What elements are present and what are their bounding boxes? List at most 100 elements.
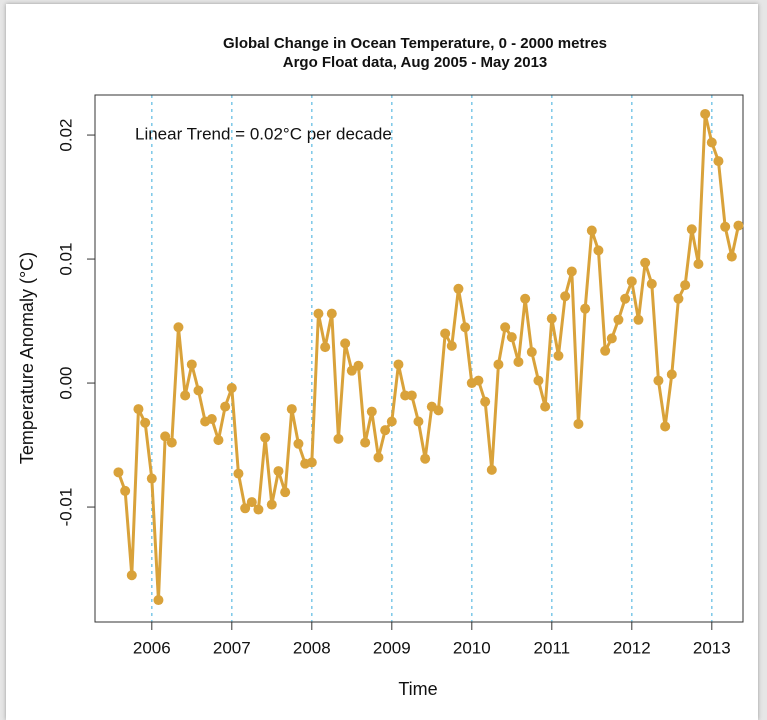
- data-point: [406, 390, 417, 401]
- data-point: [546, 313, 557, 324]
- data-point: [733, 220, 744, 231]
- data-point: [573, 418, 584, 429]
- data-point: [580, 303, 591, 314]
- data-point: [673, 293, 684, 304]
- data-point: [606, 333, 617, 344]
- data-point: [686, 224, 697, 235]
- data-point: [680, 280, 691, 291]
- data-point: [240, 503, 251, 514]
- data-point: [353, 360, 364, 371]
- data-point: [226, 383, 237, 394]
- data-point: [560, 291, 571, 302]
- data-point: [233, 468, 244, 479]
- x-tick-label: 2010: [453, 638, 491, 657]
- data-point: [160, 431, 171, 442]
- y-tick-label: -0.01: [56, 488, 75, 527]
- data-point: [260, 432, 271, 443]
- data-point: [306, 457, 317, 468]
- x-tick-label: 2008: [293, 638, 331, 657]
- data-point: [720, 221, 731, 232]
- x-tick-label: 2013: [693, 638, 731, 657]
- x-tick-label: 2006: [133, 638, 171, 657]
- data-point: [633, 314, 644, 325]
- chart-title: Global Change in Ocean Temperature, 0 - …: [223, 35, 607, 52]
- data-point: [166, 437, 177, 448]
- data-point: [700, 108, 711, 119]
- data-point: [340, 338, 351, 349]
- data-point: [253, 504, 264, 515]
- chart-subtitle: Argo Float data, Aug 2005 - May 2013: [283, 54, 548, 71]
- data-point: [286, 404, 297, 415]
- data-point: [520, 293, 531, 304]
- data-point: [486, 464, 497, 475]
- data-point: [180, 390, 191, 401]
- y-tick-label: 0.00: [56, 367, 75, 400]
- data-point: [153, 595, 164, 606]
- data-point: [320, 342, 331, 353]
- data-point: [653, 375, 664, 386]
- data-point: [480, 396, 491, 407]
- data-point: [420, 453, 431, 464]
- data-point: [513, 356, 524, 367]
- data-line: [117, 112, 740, 602]
- data-point: [293, 438, 304, 449]
- data-point: [540, 401, 551, 412]
- y-tick-label: 0.02: [56, 119, 75, 152]
- x-tick-label: 2007: [213, 638, 251, 657]
- data-point: [246, 497, 257, 508]
- data-point: [726, 251, 737, 262]
- data-point: [440, 328, 451, 339]
- y-tick-label: 0.01: [56, 243, 75, 276]
- data-point: [386, 416, 397, 427]
- data-point: [380, 425, 391, 436]
- data-point: [586, 225, 597, 236]
- data-point: [393, 359, 404, 370]
- data-point: [120, 485, 131, 496]
- card: [6, 4, 758, 720]
- data-point: [693, 259, 704, 270]
- data-point: [146, 473, 157, 484]
- data-point: [326, 308, 337, 319]
- data-point: [280, 487, 291, 498]
- data-point: [360, 437, 371, 448]
- data-point: [446, 340, 457, 351]
- data-point: [213, 435, 224, 446]
- data-point: [126, 570, 137, 581]
- data-point: [533, 375, 544, 386]
- data-point: [220, 401, 231, 412]
- x-tick-label: 2009: [373, 638, 411, 657]
- data-point: [140, 417, 151, 428]
- data-point: [113, 467, 124, 478]
- data-point: [413, 416, 424, 427]
- data-point: [666, 369, 677, 380]
- data-point: [640, 257, 651, 268]
- data-point: [133, 404, 144, 415]
- y-axis-label: Temperature Anomaly (°C): [17, 252, 37, 464]
- data-point: [600, 345, 611, 356]
- data-point: [313, 308, 324, 319]
- data-point: [366, 406, 377, 417]
- data-point: [433, 405, 444, 416]
- data-point: [373, 452, 384, 463]
- data-point: [593, 245, 604, 256]
- data-point: [500, 322, 511, 333]
- data-point: [273, 466, 284, 477]
- data-point: [266, 499, 277, 510]
- data-point: [626, 276, 637, 287]
- data-point: [473, 375, 484, 386]
- annotation: Linear Trend = 0.02°C per decade: [135, 124, 392, 143]
- data-point: [566, 266, 577, 277]
- data-point: [173, 322, 184, 333]
- data-point: [713, 156, 724, 167]
- data-point: [186, 359, 197, 370]
- data-point: [646, 278, 657, 289]
- x-tick-label: 2011: [534, 638, 571, 657]
- data-point: [453, 283, 464, 294]
- data-point: [333, 433, 344, 444]
- data-point: [460, 322, 471, 333]
- data-point: [506, 332, 517, 343]
- data-point: [553, 350, 564, 361]
- data-point: [206, 414, 217, 425]
